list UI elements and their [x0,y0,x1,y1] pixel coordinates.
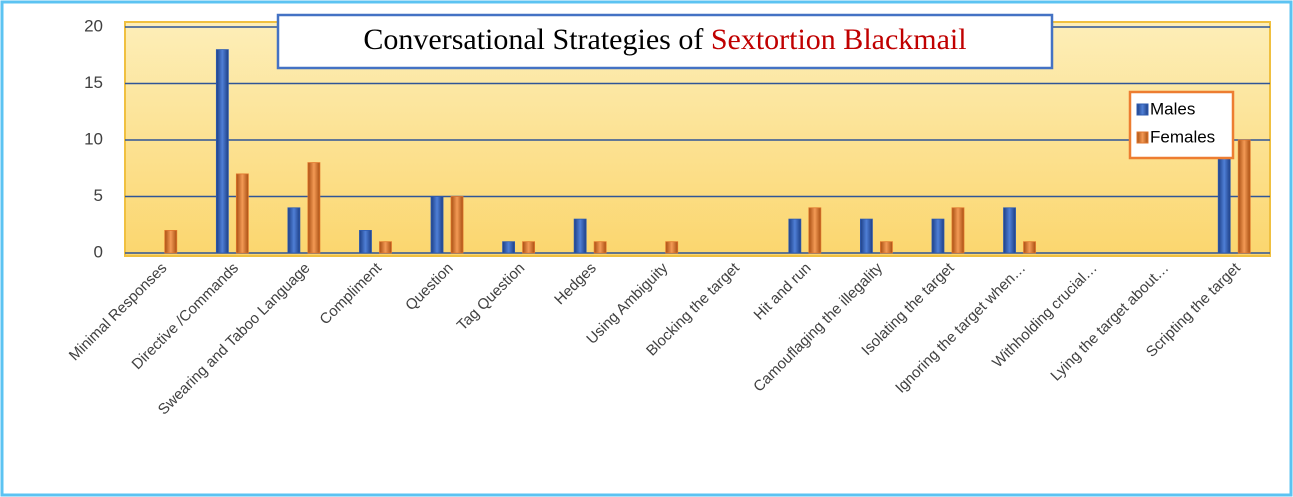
legend-label: Males [1150,99,1195,118]
bar [287,207,301,254]
bar [215,49,229,254]
bar [665,241,679,254]
y-tick-label: 20 [84,16,103,35]
y-tick-label: 10 [84,129,103,148]
bar [860,218,873,254]
bar [379,241,392,254]
chart-title: Conversational Strategies of Sextortion … [363,23,966,56]
title-box [276,13,1054,70]
title-part: Sextortion Blackmail [711,23,967,56]
bar [1237,139,1251,254]
legend [1128,90,1235,160]
bar [593,241,607,254]
bar [307,162,321,254]
bar [359,229,372,254]
bar [951,207,965,254]
bar [1023,241,1036,254]
bar [450,196,464,254]
bar [430,196,444,254]
bar [788,218,802,254]
legend-swatch [1136,131,1149,144]
title-part: Conversational Strategies of [363,23,703,56]
bar [164,229,178,254]
bar [931,218,945,254]
y-tick-label: 0 [94,242,103,261]
bar [1003,207,1016,254]
y-tick-label: 15 [84,73,103,92]
y-tick-label: 5 [94,186,103,205]
bar [880,241,893,254]
legend-label: Females [1150,127,1215,146]
legend-swatch [1136,103,1149,116]
bar [502,241,515,254]
bar [573,218,587,254]
bar [808,207,822,254]
bar [522,241,535,254]
bar [235,173,249,254]
